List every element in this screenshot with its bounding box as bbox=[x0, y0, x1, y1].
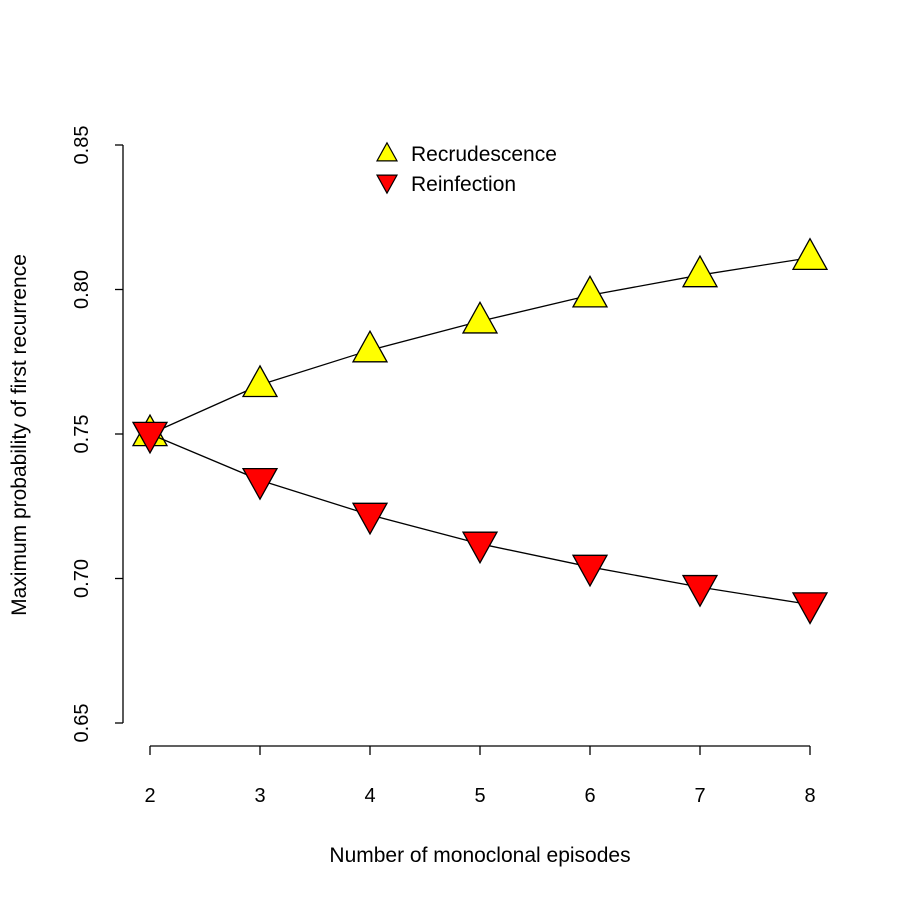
x-tick-label: 3 bbox=[254, 785, 265, 807]
x-tick-label: 7 bbox=[694, 785, 705, 807]
data-point bbox=[461, 531, 499, 565]
data-point bbox=[241, 467, 279, 501]
x-tick-label: 2 bbox=[144, 785, 155, 807]
data-point bbox=[571, 554, 609, 588]
data-point bbox=[351, 329, 389, 363]
x-tick-label: 5 bbox=[474, 785, 485, 807]
series-recrudescence bbox=[131, 237, 829, 447]
legend-item: Recrudescence bbox=[375, 141, 557, 166]
legend-marker bbox=[375, 174, 399, 195]
y-tick-label: 0.70 bbox=[71, 559, 93, 598]
data-point bbox=[461, 300, 499, 334]
data-point bbox=[681, 574, 719, 608]
legend-label: Recrudescence bbox=[411, 143, 557, 166]
data-point bbox=[571, 274, 609, 308]
data-point bbox=[791, 237, 829, 270]
series-layer bbox=[131, 237, 829, 625]
y-tick-label: 0.65 bbox=[71, 704, 93, 743]
x-tick-label: 6 bbox=[584, 785, 595, 807]
series-reinfection bbox=[131, 421, 829, 625]
data-point bbox=[131, 421, 169, 455]
legend-label: Reinfection bbox=[411, 173, 516, 196]
data-point bbox=[351, 502, 389, 536]
x-tick-label: 8 bbox=[804, 785, 815, 807]
data-point bbox=[241, 364, 279, 398]
y-axis: 0.65 0.70 0.75 0.80 0.85 bbox=[71, 126, 124, 743]
y-tick-label: 0.80 bbox=[71, 270, 93, 309]
legend-item: Reinfection bbox=[375, 173, 516, 196]
y-axis-label: Maximum probability of first recurrence bbox=[8, 254, 31, 616]
data-point bbox=[791, 592, 829, 625]
y-tick-label: 0.85 bbox=[71, 126, 93, 165]
x-tick-label: 4 bbox=[364, 785, 375, 807]
data-point bbox=[681, 254, 719, 288]
x-axis: 2 3 4 5 6 7 8 bbox=[144, 745, 816, 807]
x-axis-label: Number of monoclonal episodes bbox=[329, 844, 630, 867]
legend: Recrudescence Reinfection bbox=[375, 141, 557, 196]
legend-marker bbox=[375, 141, 399, 162]
y-tick-label: 0.75 bbox=[71, 415, 93, 454]
